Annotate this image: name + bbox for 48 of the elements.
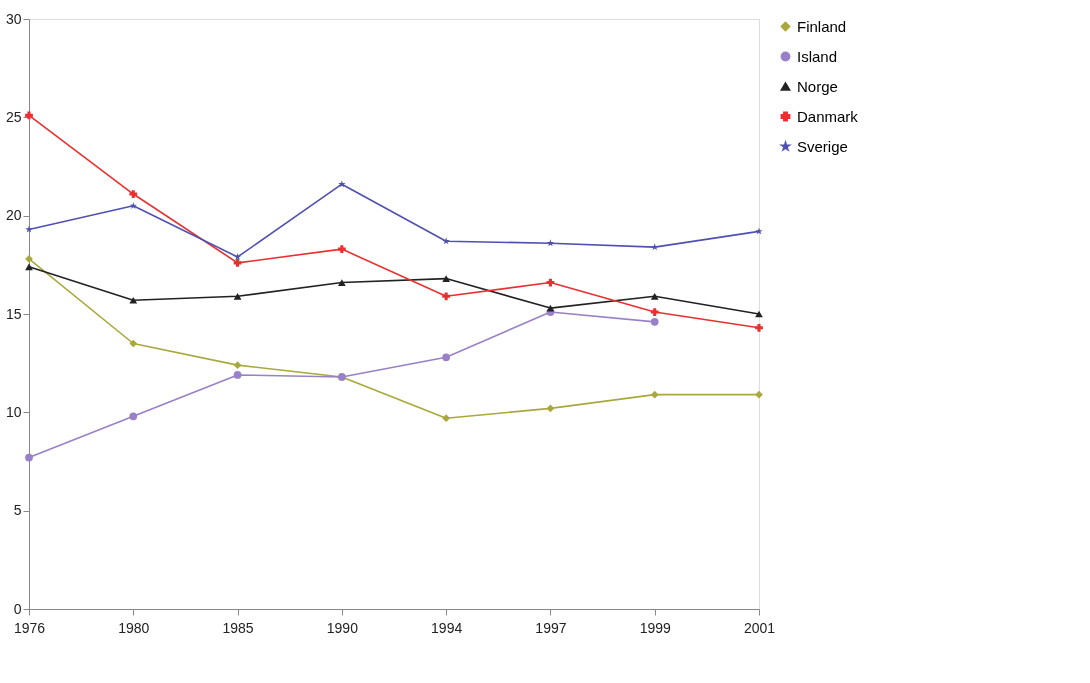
point <box>442 353 451 362</box>
x-tick-label: 1994 <box>431 619 463 636</box>
point <box>25 111 33 120</box>
point <box>755 227 763 235</box>
point <box>442 275 451 282</box>
point <box>338 180 346 188</box>
point <box>233 371 242 379</box>
point <box>129 339 138 348</box>
point <box>233 258 242 267</box>
point <box>337 279 346 286</box>
point <box>442 237 450 245</box>
point <box>233 292 242 300</box>
point <box>129 190 138 198</box>
y-tick-label: 10 <box>5 403 22 420</box>
legend-label: Norge <box>797 77 838 95</box>
point <box>25 453 33 462</box>
legend-label: Danmark <box>797 107 859 125</box>
point <box>25 263 33 271</box>
point <box>129 412 138 421</box>
x-tick-label: 1976 <box>13 619 46 636</box>
legend-label: Island <box>797 47 838 65</box>
y-tick-label: 15 <box>5 305 22 322</box>
point <box>442 414 451 423</box>
point <box>755 323 763 332</box>
legend-label: Finland <box>797 17 847 35</box>
y-tick-label: 30 <box>5 10 22 27</box>
y-tick-label: 20 <box>5 207 22 224</box>
point <box>650 318 659 326</box>
x-tick-label: 1990 <box>326 619 359 636</box>
point <box>233 361 242 370</box>
point <box>546 404 555 413</box>
legend-label: Sverige <box>797 137 848 155</box>
x-tick-label: 2001 <box>743 619 776 636</box>
x-tick-label: 1999 <box>639 619 671 636</box>
x-tick-label: 1997 <box>535 619 567 636</box>
point <box>25 225 33 233</box>
point <box>337 245 346 253</box>
y-tick-label: 0 <box>13 600 22 617</box>
point <box>129 296 138 304</box>
point <box>755 390 763 399</box>
point <box>650 292 659 300</box>
point <box>442 292 451 301</box>
y-tick-label: 5 <box>13 502 22 519</box>
y-tick-label: 25 <box>5 108 22 125</box>
point <box>650 308 659 316</box>
point <box>650 390 659 399</box>
x-tick-label: 1985 <box>222 619 254 636</box>
x-tick-label: 1980 <box>118 619 150 636</box>
